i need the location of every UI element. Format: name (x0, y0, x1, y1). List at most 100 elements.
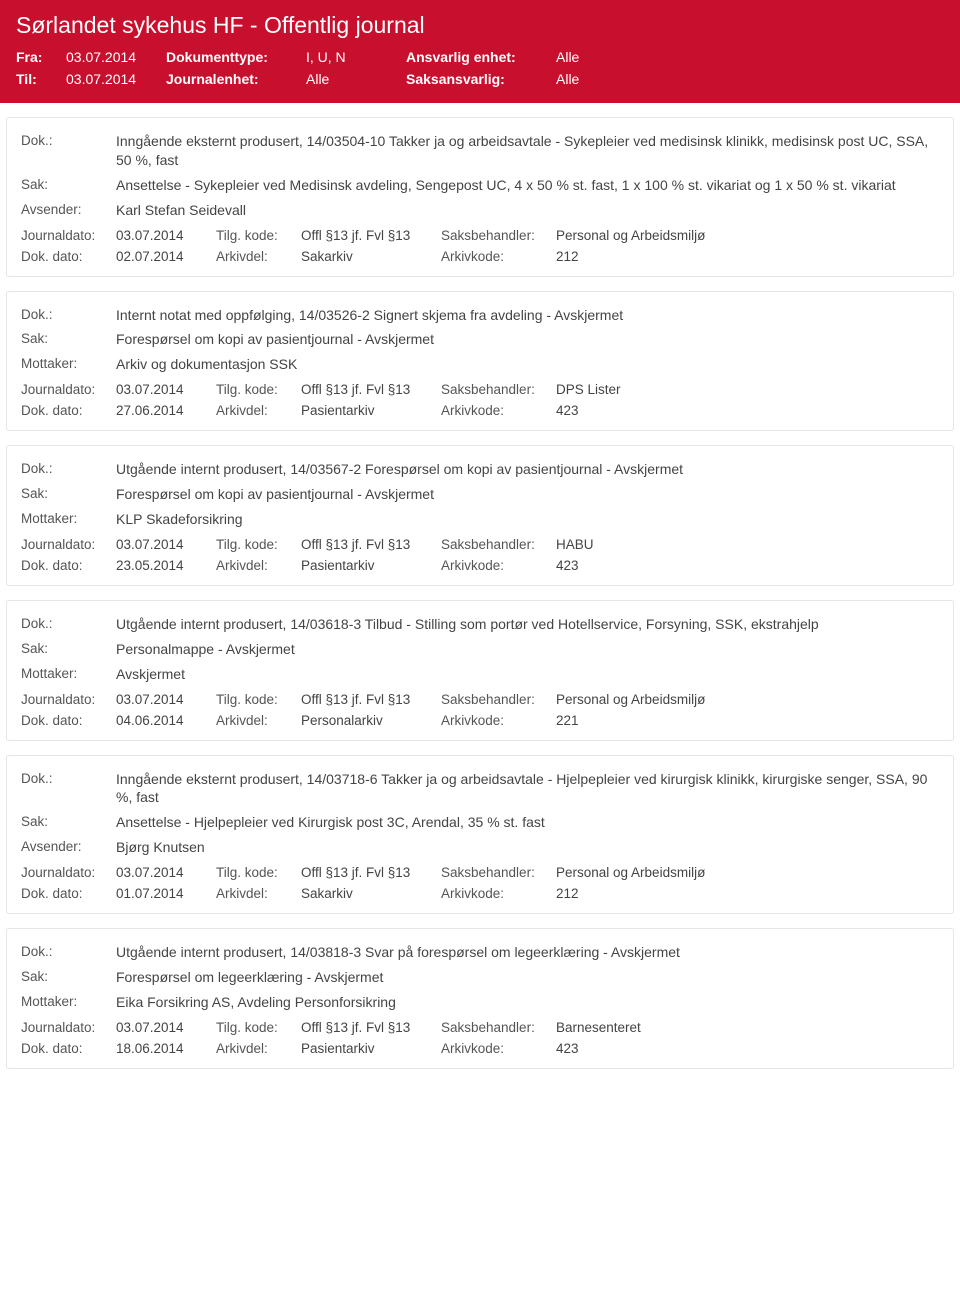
sak-value: Personalmappe - Avskjermet (116, 640, 939, 659)
tilgkode-label: Tilg. kode: (216, 382, 301, 397)
entry-meta: Journaldato: 03.07.2014 Tilg. kode: Offl… (21, 382, 939, 418)
arkivdel-value: Pasientarkiv (301, 558, 441, 573)
page-header: Sørlandet sykehus HF - Offentlig journal… (0, 0, 960, 103)
arkivdel-label: Arkivdel: (216, 403, 301, 418)
tilgkode-value: Offl §13 jf. Fvl §13 (301, 865, 441, 880)
dokdato-value: 23.05.2014 (116, 558, 216, 573)
dok-label: Dok.: (21, 306, 116, 325)
til-value: 03.07.2014 (66, 71, 166, 87)
tilgkode-label: Tilg. kode: (216, 1020, 301, 1035)
journalenhet-label: Journalenhet: (166, 71, 306, 87)
saksbehandler-value: Personal og Arbeidsmiljø (556, 692, 939, 707)
arkivdel-label: Arkivdel: (216, 886, 301, 901)
arkivkode-label: Arkivkode: (441, 403, 556, 418)
arkivkode-label: Arkivkode: (441, 886, 556, 901)
saksbehandler-value: Barnesenteret (556, 1020, 939, 1035)
party-value: Arkiv og dokumentasjon SSK (116, 355, 939, 374)
arkivdel-value: Sakarkiv (301, 249, 441, 264)
party-label: Mottaker: (21, 665, 116, 684)
sak-label: Sak: (21, 813, 116, 832)
dok-label: Dok.: (21, 770, 116, 808)
tilgkode-label: Tilg. kode: (216, 537, 301, 552)
arkivkode-value: 212 (556, 249, 939, 264)
saksbehandler-label: Saksbehandler: (441, 537, 556, 552)
saksbehandler-label: Saksbehandler: (441, 382, 556, 397)
sak-label: Sak: (21, 330, 116, 349)
party-value: KLP Skadeforsikring (116, 510, 939, 529)
sak-label: Sak: (21, 485, 116, 504)
tilgkode-value: Offl §13 jf. Fvl §13 (301, 382, 441, 397)
fra-value: 03.07.2014 (66, 49, 166, 65)
sak-value: Ansettelse - Hjelpepleier ved Kirurgisk … (116, 813, 939, 832)
dok-value: Inngående eksternt produsert, 14/03504-1… (116, 132, 939, 170)
dokdato-label: Dok. dato: (21, 403, 116, 418)
journaldato-label: Journaldato: (21, 1020, 116, 1035)
arkivdel-label: Arkivdel: (216, 558, 301, 573)
journal-entry: Dok.: Utgående internt produsert, 14/035… (6, 445, 954, 586)
arkivdel-label: Arkivdel: (216, 249, 301, 264)
dok-value: Utgående internt produsert, 14/03618-3 T… (116, 615, 939, 634)
tilgkode-value: Offl §13 jf. Fvl §13 (301, 228, 441, 243)
dok-label: Dok.: (21, 943, 116, 962)
arkivkode-value: 423 (556, 1041, 939, 1056)
party-label: Avsender: (21, 838, 116, 857)
til-label: Til: (16, 71, 66, 87)
saksbehandler-label: Saksbehandler: (441, 228, 556, 243)
party-label: Mottaker: (21, 355, 116, 374)
dok-label: Dok.: (21, 132, 116, 170)
sak-label: Sak: (21, 176, 116, 195)
sak-value: Forespørsel om kopi av pasientjournal - … (116, 330, 939, 349)
party-label: Avsender: (21, 201, 116, 220)
header-meta-grid: Fra: 03.07.2014 Dokumenttype: I, U, N An… (16, 49, 944, 87)
journal-entry: Dok.: Utgående internt produsert, 14/038… (6, 928, 954, 1069)
party-value: Avskjermet (116, 665, 939, 684)
party-value: Bjørg Knutsen (116, 838, 939, 857)
tilgkode-label: Tilg. kode: (216, 228, 301, 243)
saksbehandler-label: Saksbehandler: (441, 692, 556, 707)
dokdato-label: Dok. dato: (21, 1041, 116, 1056)
journaldato-value: 03.07.2014 (116, 537, 216, 552)
arkivkode-value: 423 (556, 558, 939, 573)
dokdato-label: Dok. dato: (21, 558, 116, 573)
dokdato-value: 02.07.2014 (116, 249, 216, 264)
saksansvarlig-value: Alle (556, 71, 686, 87)
arkivkode-value: 423 (556, 403, 939, 418)
dok-label: Dok.: (21, 460, 116, 479)
dok-value: Utgående internt produsert, 14/03818-3 S… (116, 943, 939, 962)
arkivdel-value: Pasientarkiv (301, 1041, 441, 1056)
arkivkode-label: Arkivkode: (441, 249, 556, 264)
party-value: Eika Forsikring AS, Avdeling Personforsi… (116, 993, 939, 1012)
arkivkode-value: 221 (556, 713, 939, 728)
journaldato-value: 03.07.2014 (116, 692, 216, 707)
saksansvarlig-label: Saksansvarlig: (406, 71, 556, 87)
dokdato-value: 01.07.2014 (116, 886, 216, 901)
tilgkode-label: Tilg. kode: (216, 865, 301, 880)
sak-value: Ansettelse - Sykepleier ved Medisinsk av… (116, 176, 939, 195)
journaldato-value: 03.07.2014 (116, 865, 216, 880)
sak-label: Sak: (21, 968, 116, 987)
journaldato-value: 03.07.2014 (116, 382, 216, 397)
tilgkode-value: Offl §13 jf. Fvl §13 (301, 1020, 441, 1035)
entry-meta: Journaldato: 03.07.2014 Tilg. kode: Offl… (21, 865, 939, 901)
ansvarlig-label: Ansvarlig enhet: (406, 49, 556, 65)
journaldato-label: Journaldato: (21, 692, 116, 707)
journaldato-label: Journaldato: (21, 537, 116, 552)
entry-meta: Journaldato: 03.07.2014 Tilg. kode: Offl… (21, 537, 939, 573)
journaldato-label: Journaldato: (21, 228, 116, 243)
party-label: Mottaker: (21, 510, 116, 529)
dokdato-value: 04.06.2014 (116, 713, 216, 728)
journal-entry: Dok.: Internt notat med oppfølging, 14/0… (6, 291, 954, 432)
arkivdel-label: Arkivdel: (216, 713, 301, 728)
dokdato-label: Dok. dato: (21, 713, 116, 728)
tilgkode-value: Offl §13 jf. Fvl §13 (301, 537, 441, 552)
dokdato-value: 27.06.2014 (116, 403, 216, 418)
entry-meta: Journaldato: 03.07.2014 Tilg. kode: Offl… (21, 1020, 939, 1056)
doktype-label: Dokumenttype: (166, 49, 306, 65)
journal-entry: Dok.: Inngående eksternt produsert, 14/0… (6, 755, 954, 915)
dokdato-label: Dok. dato: (21, 249, 116, 264)
tilgkode-value: Offl §13 jf. Fvl §13 (301, 692, 441, 707)
journaldato-value: 03.07.2014 (116, 1020, 216, 1035)
entries-container: Dok.: Inngående eksternt produsert, 14/0… (0, 117, 960, 1069)
entry-meta: Journaldato: 03.07.2014 Tilg. kode: Offl… (21, 692, 939, 728)
journaldato-label: Journaldato: (21, 865, 116, 880)
